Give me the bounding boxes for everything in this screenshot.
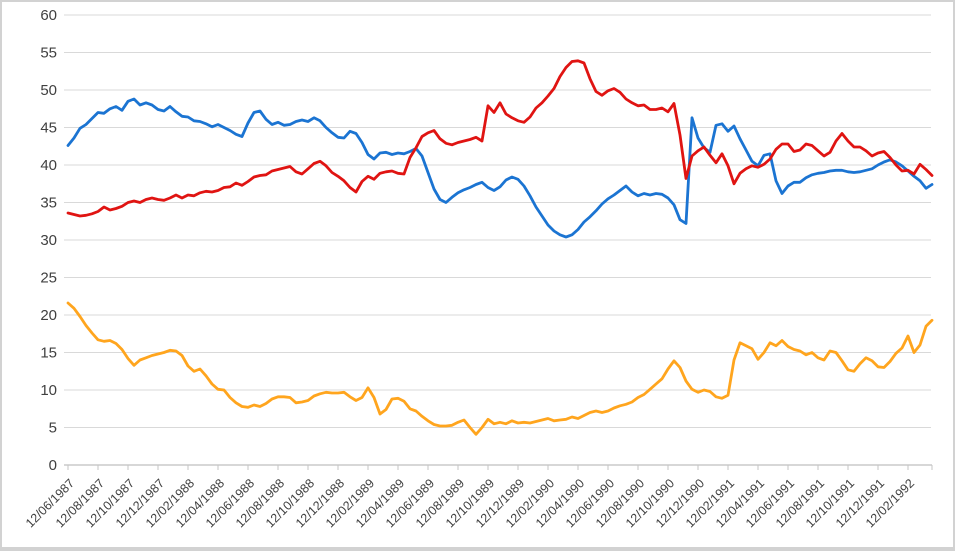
y-axis-tick-label: 20 — [40, 307, 57, 324]
y-axis-tick-label: 45 — [40, 120, 57, 137]
y-axis-tick-label: 55 — [40, 45, 57, 62]
y-axis-tick-label: 10 — [40, 382, 57, 399]
series-blue-line — [66, 97, 934, 239]
series-red-line — [66, 59, 934, 218]
y-axis-tick-label: 40 — [40, 157, 57, 174]
series-orange-line — [66, 301, 934, 436]
y-axis-tick-label: 50 — [40, 82, 57, 99]
y-axis-tick-label: 5 — [49, 420, 57, 437]
y-axis-tick-label: 0 — [49, 457, 57, 474]
y-axis-tick-label: 30 — [40, 232, 57, 249]
y-axis-tick-label: 35 — [40, 195, 57, 212]
y-axis-tick-label: 60 — [40, 7, 57, 24]
y-axis-tick-label: 25 — [40, 270, 57, 287]
y-axis-tick-label: 15 — [40, 345, 57, 362]
